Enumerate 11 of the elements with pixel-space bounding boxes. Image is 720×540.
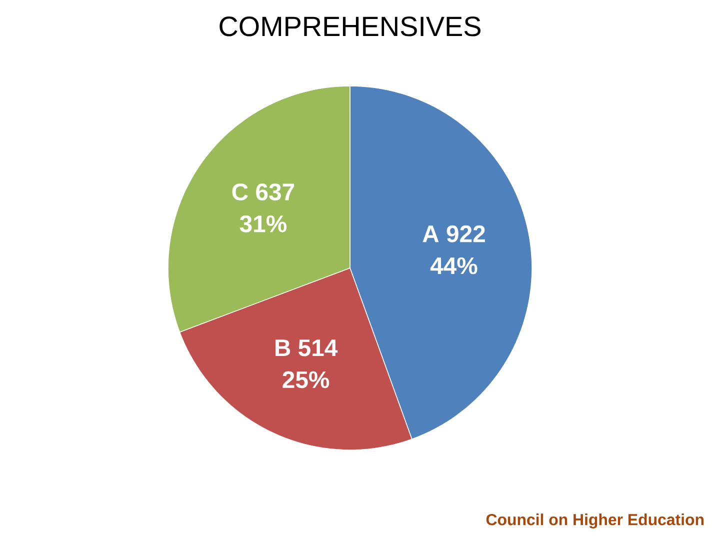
text: 31% — [240, 215, 286, 232]
slice-label: B — [276, 340, 290, 356]
data-label: 637 — [256, 184, 294, 200]
data-label: 514 — [298, 340, 338, 356]
data-label: 922 — [446, 225, 485, 242]
text: 25% — [282, 371, 330, 388]
slice-label: A — [422, 226, 439, 242]
text: 44% — [430, 257, 478, 274]
slice-label: C — [232, 184, 248, 200]
chart-title: COMPREHENSIVES — [220, 16, 480, 36]
text: Council on Higher Education — [486, 514, 704, 528]
